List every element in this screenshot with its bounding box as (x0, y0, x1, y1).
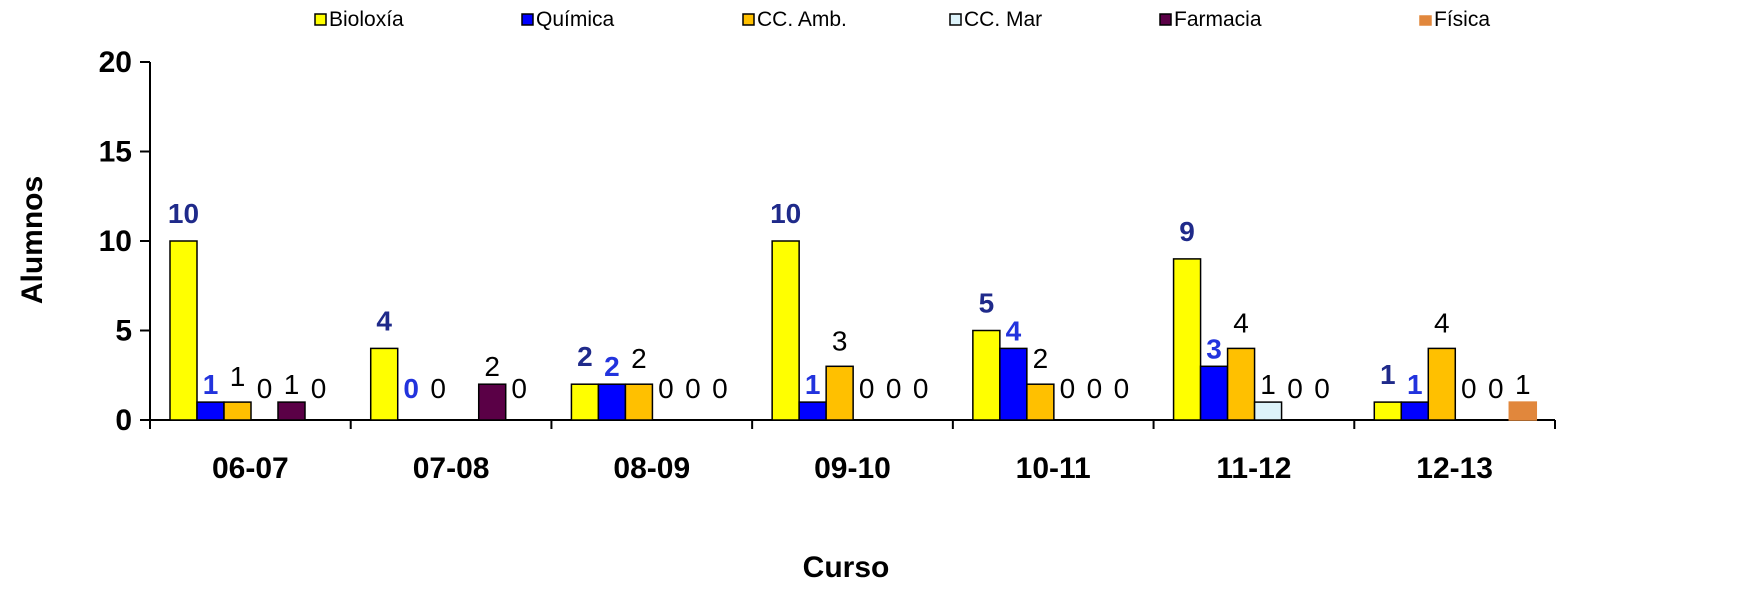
legend-label-cc-amb: CC. Amb. (757, 8, 847, 31)
data-label-cc-mar-08-09: 0 (658, 373, 674, 404)
data-label-bioloxia-11-12: 9 (1179, 216, 1195, 247)
bar-quimica-10-11 (1000, 348, 1027, 420)
x-tick-label: 10-11 (1016, 452, 1091, 485)
data-label-cc-mar-12-13: 0 (1461, 373, 1477, 404)
bar-farmacia-06-07 (278, 402, 305, 420)
data-label-cc-amb-06-07: 1 (230, 361, 246, 392)
bar-quimica-06-07 (197, 402, 224, 420)
data-label-quimica-07-08: 0 (403, 373, 419, 404)
x-tick-label: 07-08 (413, 452, 490, 485)
legend-label-farmacia: Farmacia (1174, 8, 1262, 31)
bar-quimica-11-12 (1201, 366, 1228, 420)
y-tick-label: 20 (99, 46, 132, 79)
bar-cc-amb-09-10 (826, 366, 853, 420)
data-label-cc-amb-10-11: 2 (1033, 343, 1049, 374)
data-label-farmacia-10-11: 0 (1087, 373, 1103, 404)
x-tick-label: 06-07 (212, 452, 289, 485)
data-label-quimica-08-09: 2 (604, 351, 620, 382)
legend-swatch-cc-mar (950, 14, 961, 25)
data-label-cc-mar-11-12: 1 (1260, 369, 1276, 400)
data-label-cc-amb-08-09: 2 (631, 343, 647, 374)
x-tick-label: 08-09 (613, 452, 690, 485)
bar-bioloxia-10-11 (973, 331, 1000, 421)
bar-farmacia-07-08 (479, 384, 506, 420)
bar-cc-amb-11-12 (1228, 348, 1255, 420)
y-tick-label: 10 (99, 225, 132, 258)
data-label-bioloxia-06-07: 10 (168, 198, 199, 229)
data-label-bioloxia-08-09: 2 (577, 341, 593, 372)
y-tick-label: 5 (115, 315, 132, 348)
data-label-fisica-11-12: 0 (1314, 373, 1330, 404)
y-axis: 0 5 10 15 20 (99, 46, 150, 437)
legend-swatch-fisica (1420, 16, 1431, 25)
bar-cc-amb-10-11 (1027, 384, 1054, 420)
bar-bioloxia-12-13 (1374, 402, 1401, 420)
data-label-cc-mar-06-07: 0 (257, 373, 273, 404)
data-label-quimica-10-11: 4 (1006, 315, 1022, 346)
data-label-farmacia-06-07: 1 (284, 369, 300, 400)
data-label-bioloxia-09-10: 10 (770, 198, 801, 229)
legend-swatch-farmacia (1160, 14, 1171, 25)
legend-swatch-cc-amb (743, 14, 754, 25)
legend-swatch-bioloxia (315, 14, 326, 25)
data-label-bioloxia-10-11: 5 (979, 288, 995, 319)
y-tick-label: 0 (115, 404, 132, 437)
data-label-fisica-08-09: 0 (712, 373, 728, 404)
bar-quimica-09-10 (799, 402, 826, 420)
bar-cc-amb-06-07 (224, 402, 251, 420)
data-label-quimica-09-10: 1 (805, 369, 821, 400)
bars (170, 241, 1536, 420)
data-label-fisica-09-10: 0 (913, 373, 929, 404)
legend-label-bioloxia: Bioloxía (329, 8, 404, 31)
data-label-quimica-06-07: 1 (203, 369, 219, 400)
x-tick-label: 11-12 (1216, 452, 1291, 485)
bar-cc-amb-12-13 (1428, 348, 1455, 420)
bar-bioloxia-11-12 (1174, 259, 1201, 420)
bar-fisica-12-13 (1509, 402, 1536, 420)
bar-cc-amb-08-09 (625, 384, 652, 420)
data-label-farmacia-08-09: 0 (685, 373, 701, 404)
data-label-quimica-11-12: 3 (1206, 333, 1222, 364)
data-label-fisica-06-07: 0 (311, 373, 327, 404)
x-axis-title: Curso (803, 551, 890, 584)
data-label-quimica-12-13: 1 (1407, 369, 1423, 400)
data-label-cc-amb-11-12: 4 (1233, 307, 1249, 338)
y-tick-label: 15 (99, 136, 132, 169)
x-tick-label: 09-10 (814, 452, 891, 485)
x-axis: 06-07 07-08 08-09 09-10 10-11 11-12 12-13 (150, 420, 1555, 485)
data-label-cc-amb-12-13: 4 (1434, 307, 1450, 338)
legend-label-cc-mar: CC. Mar (964, 8, 1042, 31)
bar-bioloxia-09-10 (772, 241, 799, 420)
data-label-cc-amb-07-08: 0 (430, 373, 446, 404)
bar-cc-mar-11-12 (1255, 402, 1282, 420)
bar-quimica-12-13 (1401, 402, 1428, 420)
data-label-bioloxia-12-13: 1 (1380, 359, 1396, 390)
legend-swatch-quimica (522, 14, 533, 25)
data-label-fisica-10-11: 0 (1114, 373, 1130, 404)
bar-quimica-08-09 (598, 384, 625, 420)
data-label-cc-mar-10-11: 0 (1060, 373, 1076, 404)
data-label-bioloxia-07-08: 4 (376, 305, 392, 336)
bar-bioloxia-06-07 (170, 241, 197, 420)
data-label-farmacia-09-10: 0 (886, 373, 902, 404)
bar-bioloxia-07-08 (371, 348, 398, 420)
legend: Bioloxía Química CC. Amb. CC. Mar Farmacia Fí… (315, 8, 1490, 31)
bar-bioloxia-08-09 (571, 384, 598, 420)
legend-label-quimica: Química (536, 8, 615, 31)
data-label-farmacia-07-08: 2 (484, 351, 500, 382)
data-label-cc-mar-09-10: 0 (859, 373, 875, 404)
data-label-fisica-07-08: 0 (511, 373, 527, 404)
legend-label-fisica: Física (1434, 8, 1490, 31)
data-label-fisica-12-13: 1 (1515, 369, 1531, 400)
data-label-farmacia-11-12: 0 (1287, 373, 1303, 404)
y-axis-title: Alumnos (16, 176, 49, 304)
data-label-cc-amb-09-10: 3 (832, 325, 848, 356)
x-tick-label: 12-13 (1416, 452, 1493, 485)
data-label-farmacia-12-13: 0 (1488, 373, 1504, 404)
